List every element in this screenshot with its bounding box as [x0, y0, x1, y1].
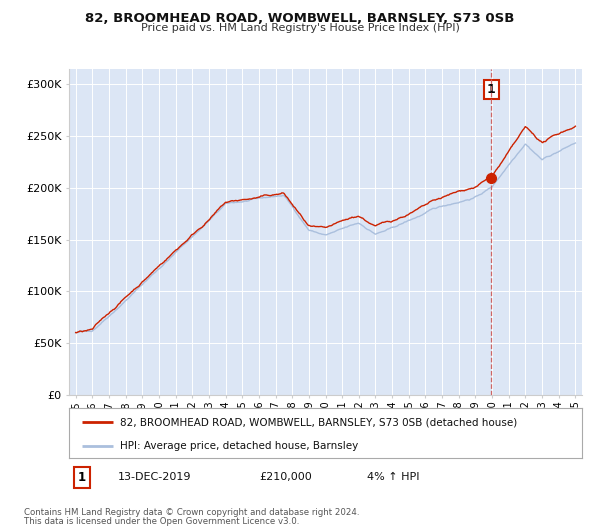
- Text: 1: 1: [78, 471, 86, 484]
- Text: Price paid vs. HM Land Registry's House Price Index (HPI): Price paid vs. HM Land Registry's House …: [140, 23, 460, 33]
- Text: £210,000: £210,000: [259, 472, 311, 482]
- Text: This data is licensed under the Open Government Licence v3.0.: This data is licensed under the Open Gov…: [24, 517, 299, 526]
- Text: Contains HM Land Registry data © Crown copyright and database right 2024.: Contains HM Land Registry data © Crown c…: [24, 508, 359, 517]
- Text: 4% ↑ HPI: 4% ↑ HPI: [367, 472, 419, 482]
- Text: 1: 1: [487, 83, 496, 96]
- Text: HPI: Average price, detached house, Barnsley: HPI: Average price, detached house, Barn…: [121, 441, 359, 451]
- Text: 82, BROOMHEAD ROAD, WOMBWELL, BARNSLEY, S73 0SB (detached house): 82, BROOMHEAD ROAD, WOMBWELL, BARNSLEY, …: [121, 417, 518, 427]
- Text: 82, BROOMHEAD ROAD, WOMBWELL, BARNSLEY, S73 0SB: 82, BROOMHEAD ROAD, WOMBWELL, BARNSLEY, …: [85, 12, 515, 25]
- Text: 13-DEC-2019: 13-DEC-2019: [118, 472, 191, 482]
